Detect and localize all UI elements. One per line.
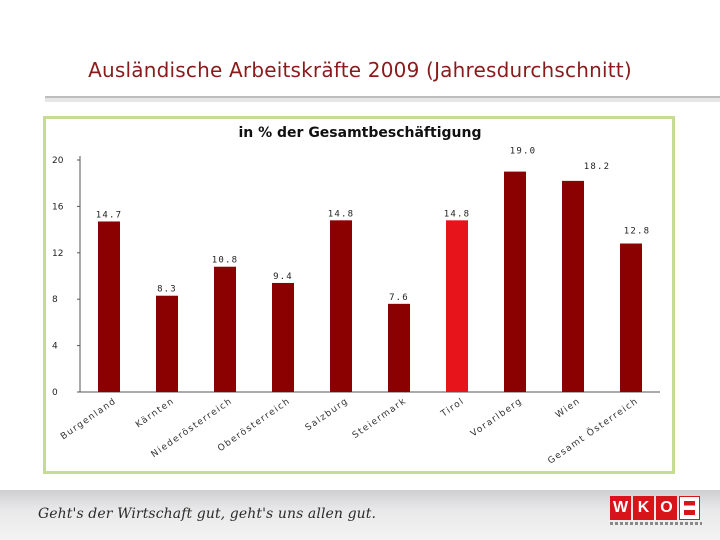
wko-logo: W K O (610, 496, 702, 524)
data-label: 12.8 (624, 227, 650, 237)
bar (330, 220, 352, 392)
logo-letter-o: O (656, 496, 677, 520)
bar (562, 180, 584, 392)
data-label: 14.8 (328, 209, 354, 219)
y-tick-label: 0 (52, 388, 58, 398)
y-tick-label: 16 (52, 202, 64, 212)
logo-letter-w: W (610, 496, 631, 520)
data-label: 19.0 (510, 147, 536, 157)
bar (504, 171, 526, 392)
logo-subline (610, 522, 702, 525)
data-label: 14.8 (444, 209, 470, 219)
page-title: Ausländische Arbeitskräfte 2009 (Jahresd… (88, 58, 632, 82)
data-label: 14.7 (96, 210, 122, 220)
category-label: Gesamt Österreich (546, 395, 641, 466)
footer-slogan: Geht's der Wirtschaft gut, geht's uns al… (38, 506, 377, 522)
austria-crest-icon (679, 496, 700, 520)
bar (214, 266, 236, 392)
chart-title: in % der Gesamtbeschäftigung (238, 125, 482, 141)
bar (156, 295, 178, 392)
bar (272, 282, 294, 392)
logo-letter-k: K (633, 496, 654, 520)
bar (388, 303, 410, 392)
data-label: 8.3 (157, 285, 177, 295)
y-tick-label: 8 (52, 295, 58, 305)
y-tick-label: 4 (52, 342, 58, 352)
data-label: 7.6 (389, 293, 409, 303)
title-divider (45, 96, 720, 102)
bar (446, 220, 468, 392)
category-label: Salzburg (304, 396, 351, 433)
category-label: Steiermark (351, 396, 409, 441)
category-label: Kärnten (134, 396, 177, 430)
footer-bar (0, 490, 720, 540)
category-label: Burgenland (59, 396, 119, 442)
data-label: 18.2 (584, 162, 610, 172)
bar (98, 221, 120, 392)
category-label: Wien (554, 396, 583, 420)
data-label: 10.8 (212, 256, 238, 266)
category-label: Vorarlberg (469, 396, 525, 439)
y-tick-label: 12 (52, 249, 63, 259)
category-label: Tirol (439, 396, 467, 420)
data-label: 9.4 (273, 272, 293, 282)
y-tick-label: 20 (52, 156, 64, 166)
bar (620, 243, 642, 392)
